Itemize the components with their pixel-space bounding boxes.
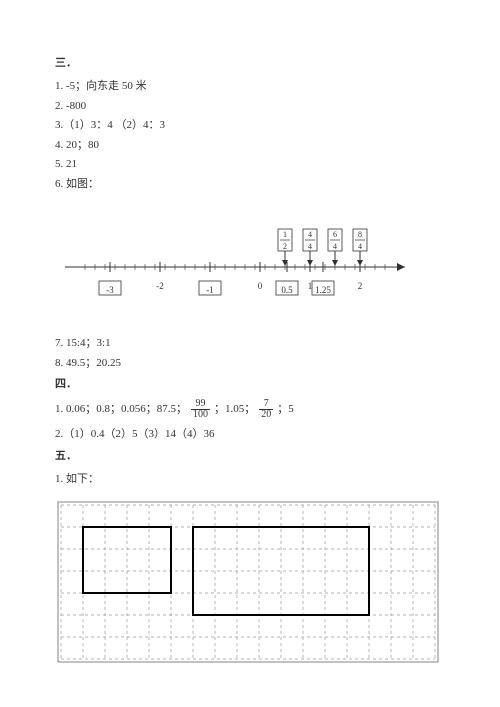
number-line-figure: -3-2-100.511.25212446484 [55,212,445,315]
s3-item-4: 4. 20；80 [55,137,445,154]
svg-text:0.5: 0.5 [281,285,293,295]
grid-svg [55,497,445,667]
svg-text:-1: -1 [206,285,214,295]
section-3-title: 三． [55,54,445,70]
s3-item-5: 5. 21 [55,156,445,173]
grid-figure [55,497,445,670]
s4-l1-post: ；5 [277,401,294,418]
section-3-after: 7. 15:4；3:1 8. 49.5；20.25 [55,335,445,371]
svg-text:4: 4 [358,242,362,251]
s5-line1: 1. 如下： [55,471,445,488]
s3-item-6: 6. 如图： [55,176,445,193]
s4-l1-pre: 1. 0.06；0.8；0.056；87.5； [55,401,187,418]
svg-text:4: 4 [308,242,312,251]
s3-item-7: 7. 15:4；3:1 [55,335,445,352]
svg-text:1.25: 1.25 [315,285,331,295]
s4-frac1-den: 100 [191,410,210,420]
svg-text:2: 2 [358,281,363,291]
section-5-title: 五． [55,447,445,463]
section-3-body: 1. -5；向东走 50 米 2. -800 3.（1）3：4 （2）4：3 4… [55,78,445,192]
svg-text:4: 4 [308,230,312,239]
s4-frac2: 7 20 [259,399,273,420]
svg-text:6: 6 [333,230,337,239]
svg-text:4: 4 [333,242,337,251]
svg-text:0: 0 [258,281,263,291]
svg-text:1: 1 [308,281,313,291]
number-line-svg: -3-2-100.511.25212446484 [55,212,415,312]
svg-text:-2: -2 [156,281,164,291]
svg-text:2: 2 [283,242,287,251]
s4-l1-mid: ；1.05； [214,401,255,418]
s4-line2: 2.（1）0.4（2）5（3）14（4）36 [55,426,445,443]
s3-item-2: 2. -800 [55,98,445,115]
s4-frac2-den: 20 [259,410,273,420]
s3-item-3: 3.（1）3：4 （2）4：3 [55,117,445,134]
s3-item-1: 1. -5；向东走 50 米 [55,78,445,95]
s4-frac1: 99 100 [191,399,210,420]
s3-item-8: 8. 49.5；20.25 [55,355,445,372]
svg-text:8: 8 [358,230,362,239]
svg-text:1: 1 [283,230,287,239]
section-4-title: 四． [55,375,445,391]
s4-line1: 1. 0.06；0.8；0.056；87.5； 99 100 ；1.05； 7 … [55,399,445,420]
svg-text:-3: -3 [106,285,114,295]
